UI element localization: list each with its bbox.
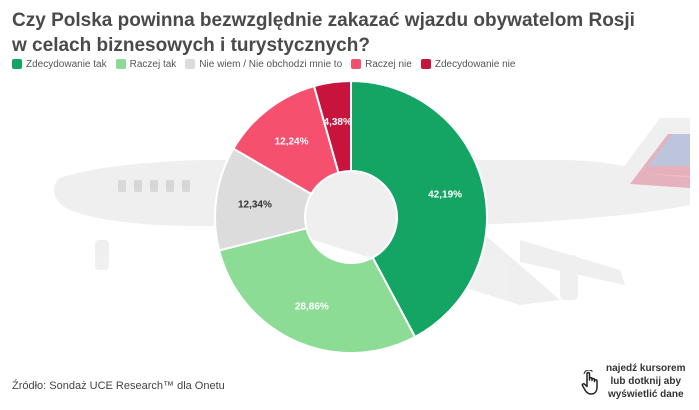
interaction-hint: najedź kursorem lub dotknij aby wyświetl… bbox=[580, 360, 695, 404]
legend-swatch bbox=[185, 59, 196, 69]
slice-value-label: 28,86% bbox=[295, 302, 329, 313]
legend-swatch bbox=[420, 59, 431, 69]
legend-swatch bbox=[351, 59, 362, 69]
chart-title: Czy Polska powinna bezwzględnie zakazać … bbox=[12, 10, 635, 56]
legend-item[interactable]: Nie wiem / Nie obchodzi mnie to bbox=[185, 59, 342, 70]
legend-label: Nie wiem / Nie obchodzi mnie to bbox=[199, 58, 343, 70]
donut-slice[interactable] bbox=[312, 79, 352, 174]
legend-item[interactable]: Raczej tak bbox=[115, 58, 177, 70]
legend-item[interactable]: Zdecydowanie nie bbox=[420, 58, 516, 70]
slice-value-label: 42,19% bbox=[428, 189, 462, 200]
legend-item[interactable]: Raczej nie bbox=[351, 59, 412, 70]
legend-swatch bbox=[12, 59, 22, 69]
hint-line-3: wyświetlić dane bbox=[607, 389, 684, 400]
legend-label: Raczej tak bbox=[129, 58, 177, 70]
hand-pointer-icon bbox=[581, 370, 598, 395]
donut-slice[interactable] bbox=[350, 79, 488, 339]
chart-legend: Zdecydowanie tak Raczej tak Nie wiem / Nie… bbox=[12, 57, 524, 71]
legend-label: Raczej nie bbox=[365, 58, 412, 70]
hint-line-1: najedź kursorem bbox=[606, 363, 686, 374]
legend-item[interactable]: Zdecydowanie tak bbox=[12, 59, 107, 70]
legend-label: Zdecydowanie nie bbox=[434, 58, 516, 70]
slice-value-label: 4,38% bbox=[324, 117, 352, 128]
chart-source: Źródło: Sondaż UCE Research™ dla Onetu bbox=[12, 380, 225, 392]
donut-slice[interactable] bbox=[217, 227, 417, 354]
hint-line-2: lub dotknij aby bbox=[610, 376, 682, 387]
slice-value-label: 12,34% bbox=[238, 200, 272, 211]
legend-label: Zdecydowanie tak bbox=[26, 58, 107, 70]
slice-value-label: 12,24% bbox=[275, 136, 309, 147]
legend-swatch bbox=[115, 59, 126, 69]
